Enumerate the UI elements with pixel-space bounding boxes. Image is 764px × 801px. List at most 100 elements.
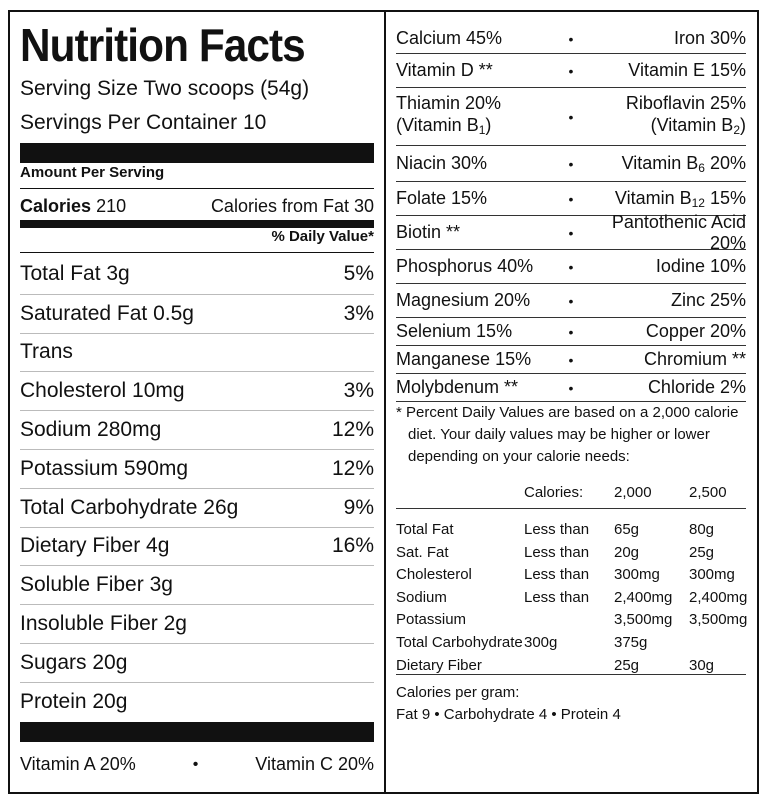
calories-per-gram: Calories per gram: Fat 9 • Carbohydrate … — [396, 682, 746, 726]
micronutrient-right: Riboflavin 25% (Vitamin B2) — [581, 92, 746, 141]
nutrient-row: Trans — [20, 332, 374, 372]
riboflavin-label: Riboflavin 25% — [625, 93, 746, 113]
micronutrient-right: Iodine 10% — [655, 256, 746, 276]
micronutrient-row: Folate 15% • Vitamin B12 15% — [396, 182, 746, 216]
bullet-separator: • — [568, 379, 574, 396]
daily-value-header: % Daily Value* — [271, 228, 374, 245]
nutrient-row: Sugars 20g — [20, 642, 374, 682]
table-row: Sat. Fat Less than 20g 25g — [396, 543, 715, 561]
dv-rule — [20, 252, 374, 253]
nutrient-name: Total Carbohydrate 26g — [20, 495, 239, 519]
nutrient-name: Soluble Fiber 3g — [20, 573, 173, 597]
nutrient-name: Saturated Fat 0.5g — [20, 301, 194, 325]
footnote-line: depending on your calorie needs: — [408, 448, 630, 465]
nutrient-dv: 3% — [343, 301, 374, 325]
bullet-separator: • — [568, 323, 574, 340]
nutrient-name: Total Fat 3g — [20, 262, 130, 286]
nutrient-dv: 9% — [343, 495, 374, 519]
daily-value-table: Calories: 2,000 2,500 Total Fat Less than… — [396, 482, 748, 677]
nutrient-name: Protein 20g — [20, 689, 128, 713]
footnote-line: * Percent Daily Values are based on a 2,… — [396, 404, 739, 421]
nutrient-dv: 5% — [343, 262, 374, 286]
micronutrient-right: Iron 30% — [673, 28, 746, 48]
micronutrient-left: Selenium 15% — [396, 321, 513, 341]
micronutrient-row: Vitamin D ** • Vitamin E 15% — [396, 54, 746, 88]
nutrient-row: Total Fat 3g 5% — [20, 255, 374, 294]
thiamin-label: Thiamin 20% — [396, 93, 502, 113]
micronutrient-row: Thiamin 20% (Vitamin B1) • Riboflavin 25… — [396, 88, 746, 146]
thick-bar-top — [20, 143, 374, 163]
micronutrient-left: Thiamin 20% (Vitamin B1) — [396, 92, 561, 141]
nutrient-name: Sodium 280mg — [20, 418, 162, 442]
label-title: Nutrition Facts — [20, 19, 306, 71]
calories-per-gram-label: Calories per gram: — [396, 684, 520, 701]
micronutrient-left: Magnesium 20% — [396, 290, 531, 310]
serving-size: Serving Size Two scoops (54g) — [20, 77, 310, 100]
micronutrient-right: Chromium ** — [643, 349, 746, 369]
nutrient-row: Potassium 590mg 12% — [20, 448, 374, 488]
micronutrient-row: Phosphorus 40% • Iodine 10% — [396, 250, 746, 284]
left-panel: Nutrition Facts Serving Size Two scoops … — [20, 12, 374, 792]
servings-per-container: Servings Per Container 10 — [20, 111, 267, 134]
amount-per-serving: Amount Per Serving — [20, 164, 165, 181]
vitamin-a: Vitamin A 20% — [20, 754, 136, 774]
micronutrient-left: Biotin ** — [396, 222, 461, 242]
table-row: Total Carbohydrate 300g 375g — [396, 633, 648, 651]
micronutrient-left: Niacin 30% — [396, 153, 488, 173]
riboflavin-sub: (Vitamin B2) — [650, 115, 746, 137]
nutrient-row: Soluble Fiber 3g — [20, 565, 374, 604]
calories-per-gram-values: Fat 9 • Carbohydrate 4 • Protein 4 — [396, 706, 621, 723]
bullet-separator: • — [568, 108, 574, 125]
nutrient-row: Protein 20g — [20, 681, 374, 721]
bullet-separator: • — [568, 62, 574, 79]
column-divider — [384, 12, 386, 792]
micronutrient-right: Chloride 2% — [647, 377, 746, 397]
nutrient-dv: 3% — [343, 379, 374, 403]
nutrient-dv: 12% — [331, 418, 374, 442]
micronutrient-row: Manganese 15% • Chromium ** — [396, 346, 746, 374]
micronutrient-right: Copper 20% — [645, 321, 746, 341]
nutrient-row: Total Carbohydrate 26g 9% — [20, 487, 374, 527]
thick-bar-bottom — [20, 722, 374, 742]
bullet-separator: • — [568, 190, 574, 207]
nutrient-dv: 12% — [331, 456, 374, 480]
right-panel: Calcium 45% • Iron 30% Vitamin D ** • Vi… — [396, 12, 748, 792]
dv-table-bottom-rule — [396, 674, 746, 675]
micronutrient-left: Phosphorus 40% — [396, 256, 534, 276]
micronutrient-left: Molybdenum ** — [396, 377, 519, 397]
micronutrient-left: Manganese 15% — [396, 349, 532, 369]
footnote-line: diet. Your daily values may be higher or… — [408, 426, 710, 443]
amount-rule — [20, 188, 374, 189]
calories-row: Calories 210 Calories from Fat 30 — [20, 196, 374, 217]
micronutrient-right: Vitamin B12 15% — [614, 187, 746, 210]
bullet-separator: • — [568, 351, 574, 368]
nutrient-name: Insoluble Fiber 2g — [20, 612, 187, 636]
table-row: Dietary Fiber 25g 30g — [396, 656, 715, 674]
micronutrient-list: Calcium 45% • Iron 30% Vitamin D ** • Vi… — [396, 24, 746, 402]
micronutrient-row: Biotin ** • Pantothenic Acid 20% — [396, 212, 746, 253]
nutrient-row: Dietary Fiber 4g 16% — [20, 526, 374, 566]
micronutrient-left: Folate 15% — [396, 188, 488, 208]
bullet-separator: • — [568, 258, 574, 275]
table-row: Sodium Less than 2,400mg 2,400mg — [396, 588, 748, 606]
thiamin-sub: (Vitamin B1) — [396, 115, 492, 137]
dv-table-body: Total Fat Less than 65g 80g Sat. Fat Less th… — [396, 519, 748, 677]
vitamin-row: Vitamin A 20% • Vitamin C 20% — [20, 754, 374, 775]
bullet-separator: • — [568, 292, 574, 309]
micronutrient-right: Vitamin E 15% — [628, 60, 746, 80]
dv-table-header: Calories: 2,000 2,500 — [396, 482, 746, 509]
bullet-separator: • — [192, 755, 199, 773]
bullet-separator: • — [568, 155, 574, 172]
nutrient-name: Cholesterol 10mg — [20, 379, 185, 403]
calories-from-fat: Calories from Fat 30 — [210, 196, 374, 216]
micronutrient-row: Molybdenum ** • Chloride 2% — [396, 374, 746, 402]
vitamin-c: Vitamin C 20% — [255, 754, 374, 774]
micronutrient-right: Zinc 25% — [670, 290, 746, 310]
nutrition-label: Nutrition Facts Serving Size Two scoops … — [8, 10, 759, 794]
table-row: Total Fat Less than 65g 80g — [396, 521, 715, 538]
nutrient-row: Sodium 280mg 12% — [20, 410, 374, 449]
calories-value: 210 — [96, 196, 127, 216]
micronutrient-row: Calcium 45% • Iron 30% — [396, 24, 746, 54]
calories-label: Calories — [20, 196, 92, 216]
table-row: Potassium 3,500mg 3,500mg — [396, 611, 748, 629]
